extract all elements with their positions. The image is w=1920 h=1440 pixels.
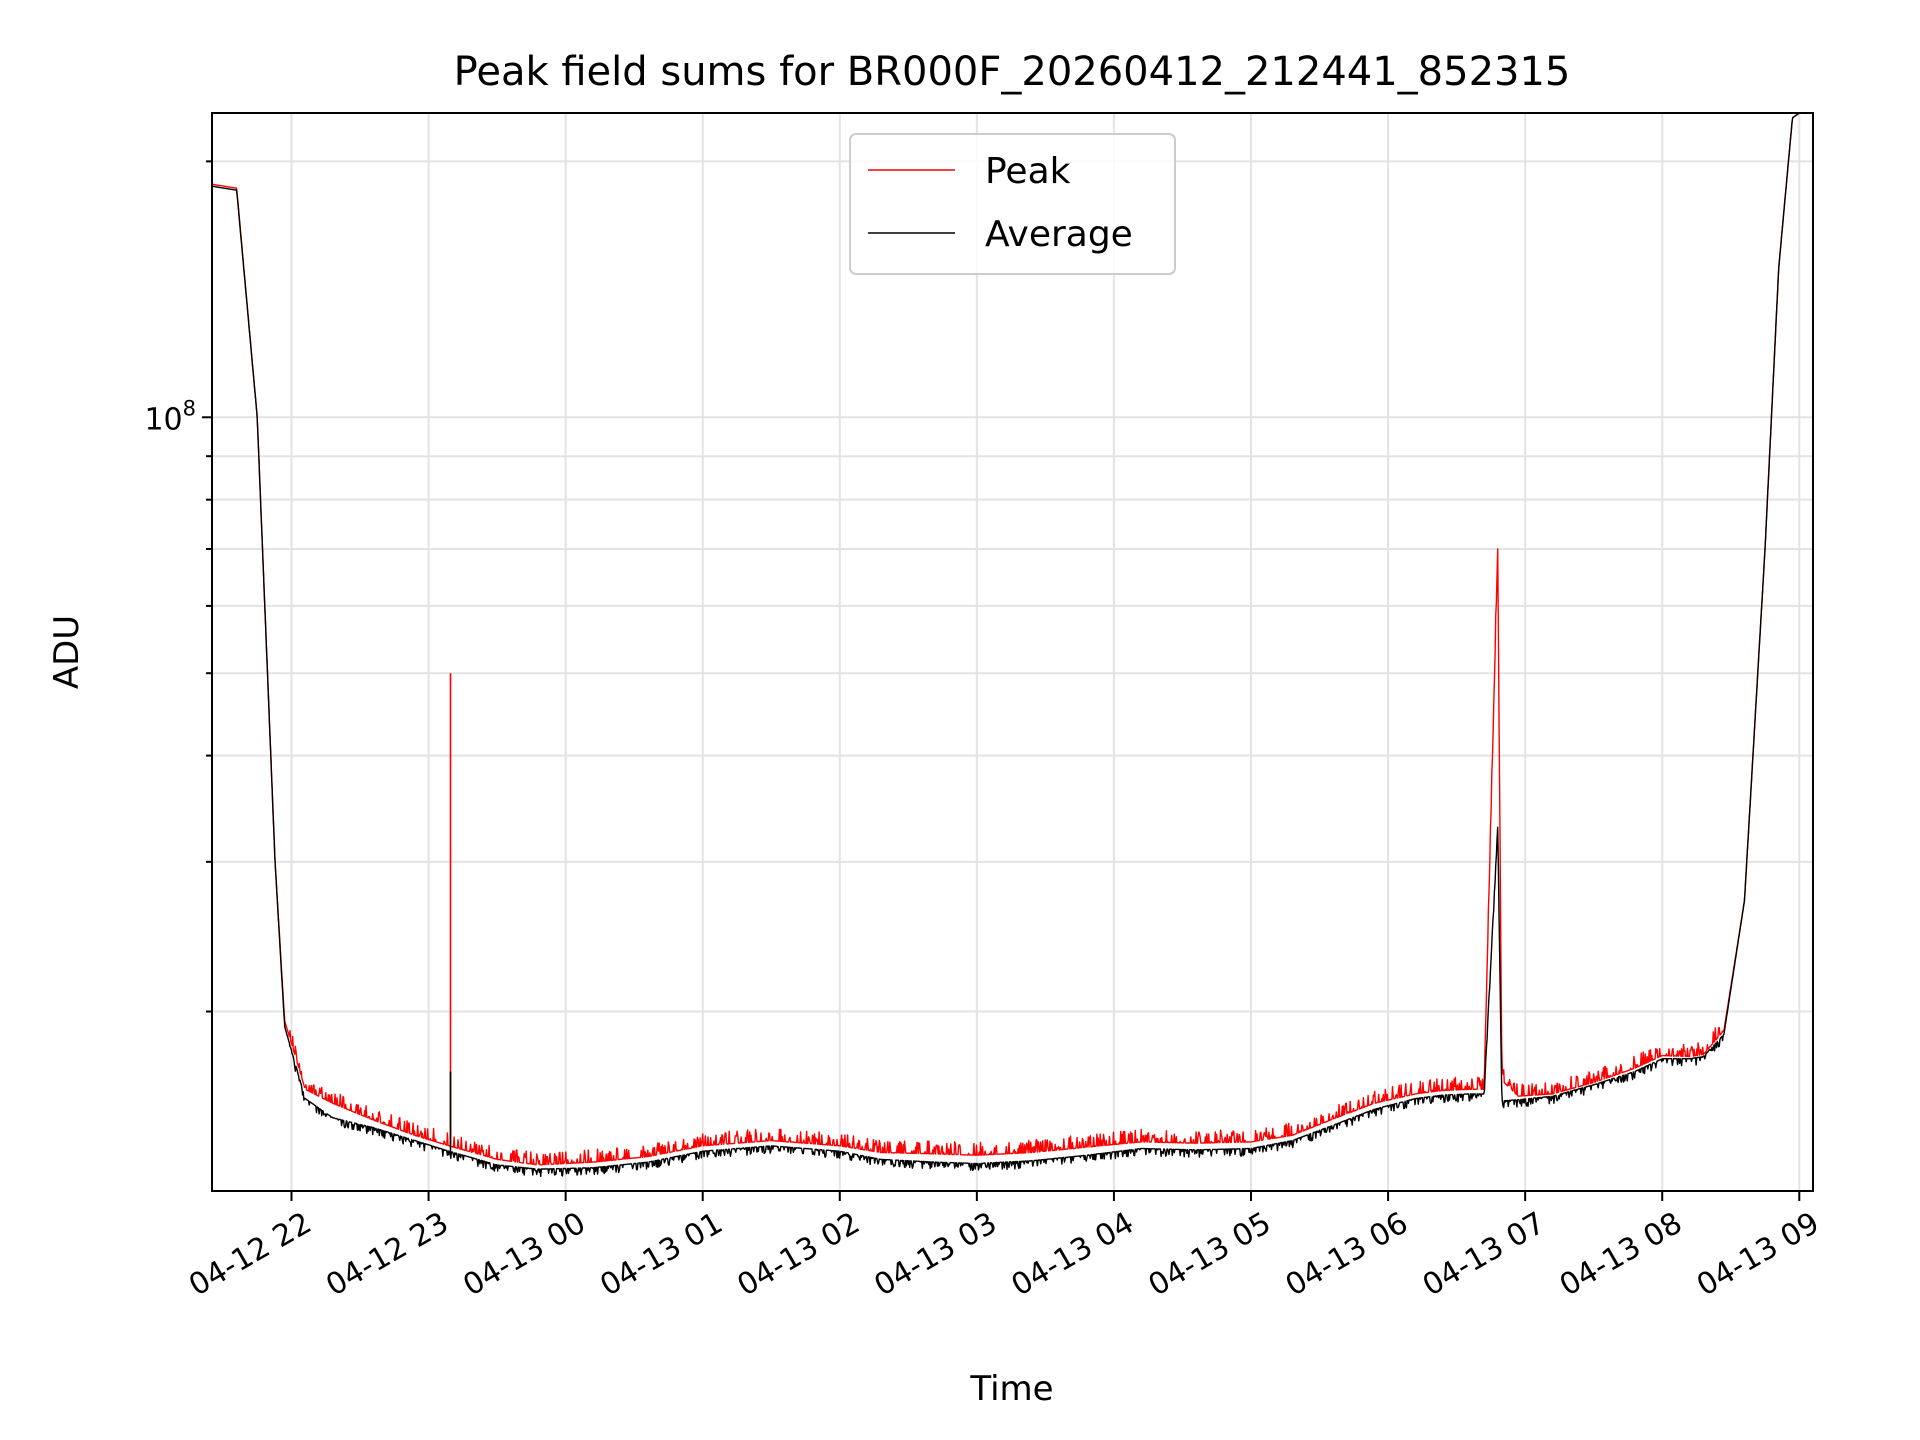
y-axis-label: ADU: [47, 615, 87, 689]
series-line-average: [212, 113, 1800, 1178]
series-line-peak: [212, 113, 1800, 1166]
series-group: [212, 113, 1800, 1178]
legend-label-average: Average: [985, 214, 1133, 255]
legend-box: [849, 133, 1176, 275]
x-axis-label: Time: [969, 1369, 1053, 1409]
chart-title: Peak field sums for BR000F_20260412_2124…: [454, 49, 1571, 95]
y-tick-label: 108: [144, 396, 196, 437]
legend-label-peak: Peak: [985, 151, 1071, 192]
plot-area: [212, 113, 1800, 1178]
plot-frame: [211, 112, 1814, 1192]
legend: Peak Average: [849, 133, 1176, 275]
y-axis: 108: [144, 160, 212, 1013]
